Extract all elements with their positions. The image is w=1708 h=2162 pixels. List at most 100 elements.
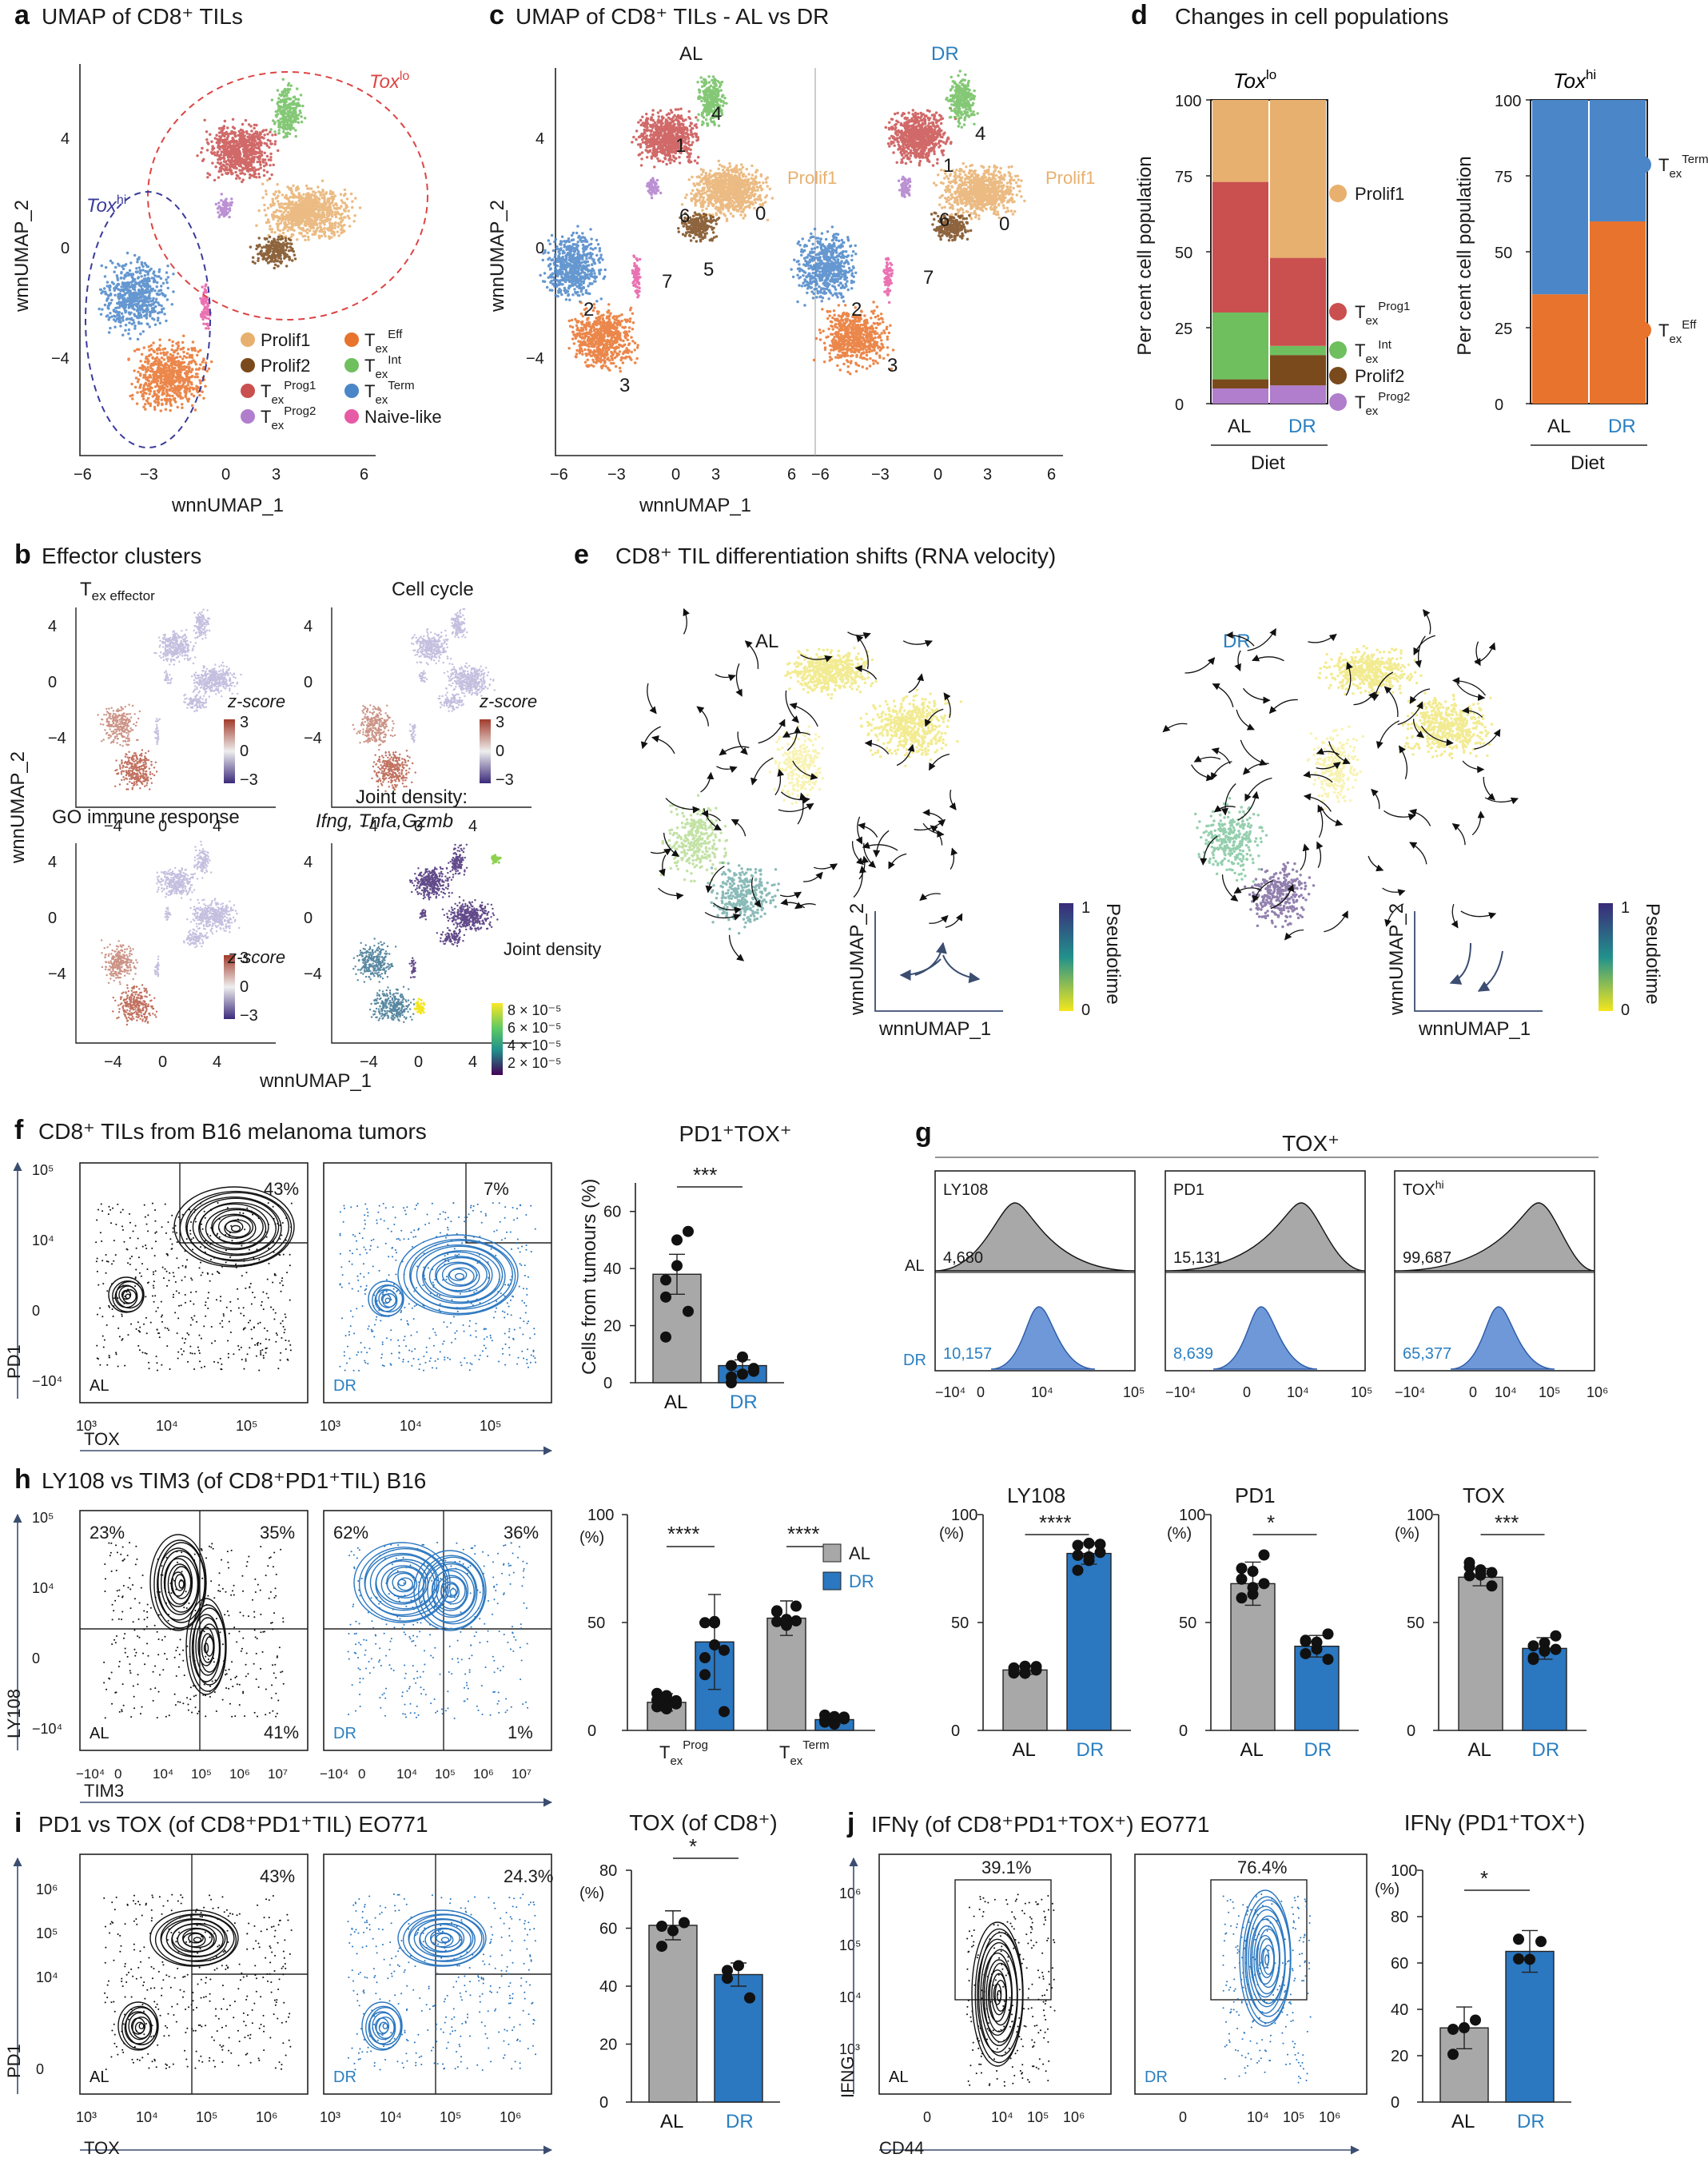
j-ytick: 10⁵	[839, 1937, 861, 1953]
bar-ytick: 50	[587, 1615, 605, 1632]
bar-point	[819, 1709, 830, 1721]
panel-h: h LY108 vs TIM3 (of CD8⁺PD1⁺TIL) B16 23%…	[4, 1464, 1587, 1807]
e-arrow	[703, 808, 723, 830]
h-contour	[174, 1574, 185, 1591]
h-bar-title: PD1	[1235, 1483, 1276, 1507]
j-xtick: 10⁴	[1247, 2109, 1269, 2125]
i-contour	[117, 2001, 159, 2051]
i-contour	[149, 1909, 239, 1967]
f-ytick: 0	[32, 1303, 40, 1319]
g-dr-hist	[990, 1306, 1096, 1370]
e-arrow	[1460, 910, 1497, 919]
h-contour	[170, 1571, 186, 1597]
h-xlabel: TIM3	[84, 1781, 124, 1801]
j-contour	[1262, 1945, 1275, 1975]
bar-ytick: 50	[1407, 1615, 1424, 1632]
e-arrow	[1484, 797, 1519, 805]
panel-letter-e: e	[574, 540, 589, 570]
e-arrow	[1193, 755, 1221, 762]
panel-c-title: UMAP of CD8⁺ TILs - AL vs DR	[516, 4, 829, 29]
i-contour	[397, 1909, 487, 1967]
i-contour	[171, 1923, 217, 1953]
b-sub4b: Ifng, Tnfa,Gzmb	[316, 810, 453, 832]
g-xtick: −10⁴	[935, 1384, 965, 1400]
e-arrow	[1451, 903, 1459, 929]
f-xtick: 10⁵	[480, 1418, 501, 1434]
bar-point	[660, 1331, 671, 1343]
i-contour	[182, 1932, 206, 1948]
stack-ytick: 75	[1175, 169, 1192, 186]
flow-dots	[103, 1893, 293, 2071]
f-contour	[179, 1190, 293, 1267]
i-contour	[125, 2006, 158, 2046]
cluster-label: 3	[887, 355, 898, 376]
b-points	[450, 607, 468, 639]
h-xtick: 0	[114, 1766, 121, 1782]
i-bar-title: TOX (of CD8⁺)	[629, 1810, 777, 1835]
legend-dot-eff	[344, 332, 359, 347]
f-contour	[454, 1272, 465, 1280]
e-arrow	[750, 757, 774, 786]
j-xtick: 10⁴	[991, 2109, 1013, 2125]
bar-ytick: 40	[599, 1978, 617, 1996]
f-contour	[230, 1224, 241, 1232]
i-gate	[435, 1854, 551, 2094]
sig: ****	[667, 1522, 699, 1546]
b-points	[419, 909, 427, 921]
stack-seg-Eff-AL	[1532, 294, 1588, 404]
bar-ytick: 60	[603, 1204, 621, 1221]
bar-ytick: 40	[1391, 2001, 1408, 2019]
stack-seg-Prolif1-DR	[1270, 100, 1326, 258]
bar-ytick: 0	[1407, 1722, 1415, 1740]
group-label: TexProg	[659, 1738, 708, 1768]
bar-point	[771, 1606, 782, 1618]
cluster-label: 7	[923, 267, 934, 289]
i-contour	[368, 2011, 396, 2045]
f-lbl: AL	[90, 1377, 109, 1395]
legend-dot-prolif1	[241, 332, 255, 347]
panel-h-title: LY108 vs TIM3 (of CD8⁺PD1⁺TIL) B16	[42, 1468, 426, 1493]
e-arrow	[792, 760, 818, 781]
b-axes	[331, 843, 532, 1044]
xtick: −6	[811, 466, 830, 484]
f-contour	[436, 1261, 480, 1292]
h-lbl: DR	[333, 1725, 356, 1742]
f-contour	[375, 1284, 404, 1313]
i-ytick: 10⁴	[36, 1969, 58, 1985]
bar-ytick: 0	[599, 2094, 608, 2112]
e-arrow	[794, 902, 816, 910]
e-arrow	[651, 735, 675, 755]
b-points	[410, 628, 455, 666]
e-arrow	[1409, 688, 1431, 704]
bar-ytick: 0	[951, 1722, 960, 1740]
g-title: TOX⁺	[1282, 1131, 1340, 1156]
i-contour	[402, 1913, 485, 1966]
b-xtick: −4	[360, 1053, 378, 1071]
i-contour	[361, 2001, 403, 2051]
e-arrow	[1233, 886, 1260, 894]
bar-point	[1236, 1592, 1248, 1604]
e-pt	[1243, 861, 1316, 929]
i-contour	[376, 2016, 395, 2040]
f-contour	[380, 1293, 392, 1304]
f-contour	[382, 1293, 396, 1308]
legend-sup: Int	[388, 353, 402, 367]
i-contour	[132, 2016, 151, 2040]
bar-point	[737, 1351, 748, 1363]
e-arrow	[1353, 691, 1376, 706]
e-pt	[1306, 725, 1364, 810]
bar-point	[660, 1291, 671, 1303]
e-arrow	[779, 891, 802, 899]
bar-point	[1008, 1666, 1020, 1678]
bar-point	[838, 1711, 850, 1723]
e-arrow	[1184, 657, 1216, 674]
xtick: 0	[934, 466, 942, 484]
legend-sub: ex	[375, 342, 388, 356]
bar-point	[719, 1644, 730, 1656]
b-xtick: 0	[158, 818, 167, 835]
i-contour	[365, 2005, 402, 2050]
e-arrow	[785, 690, 799, 723]
bar-point	[1236, 1573, 1248, 1585]
e-arrow	[847, 631, 871, 639]
